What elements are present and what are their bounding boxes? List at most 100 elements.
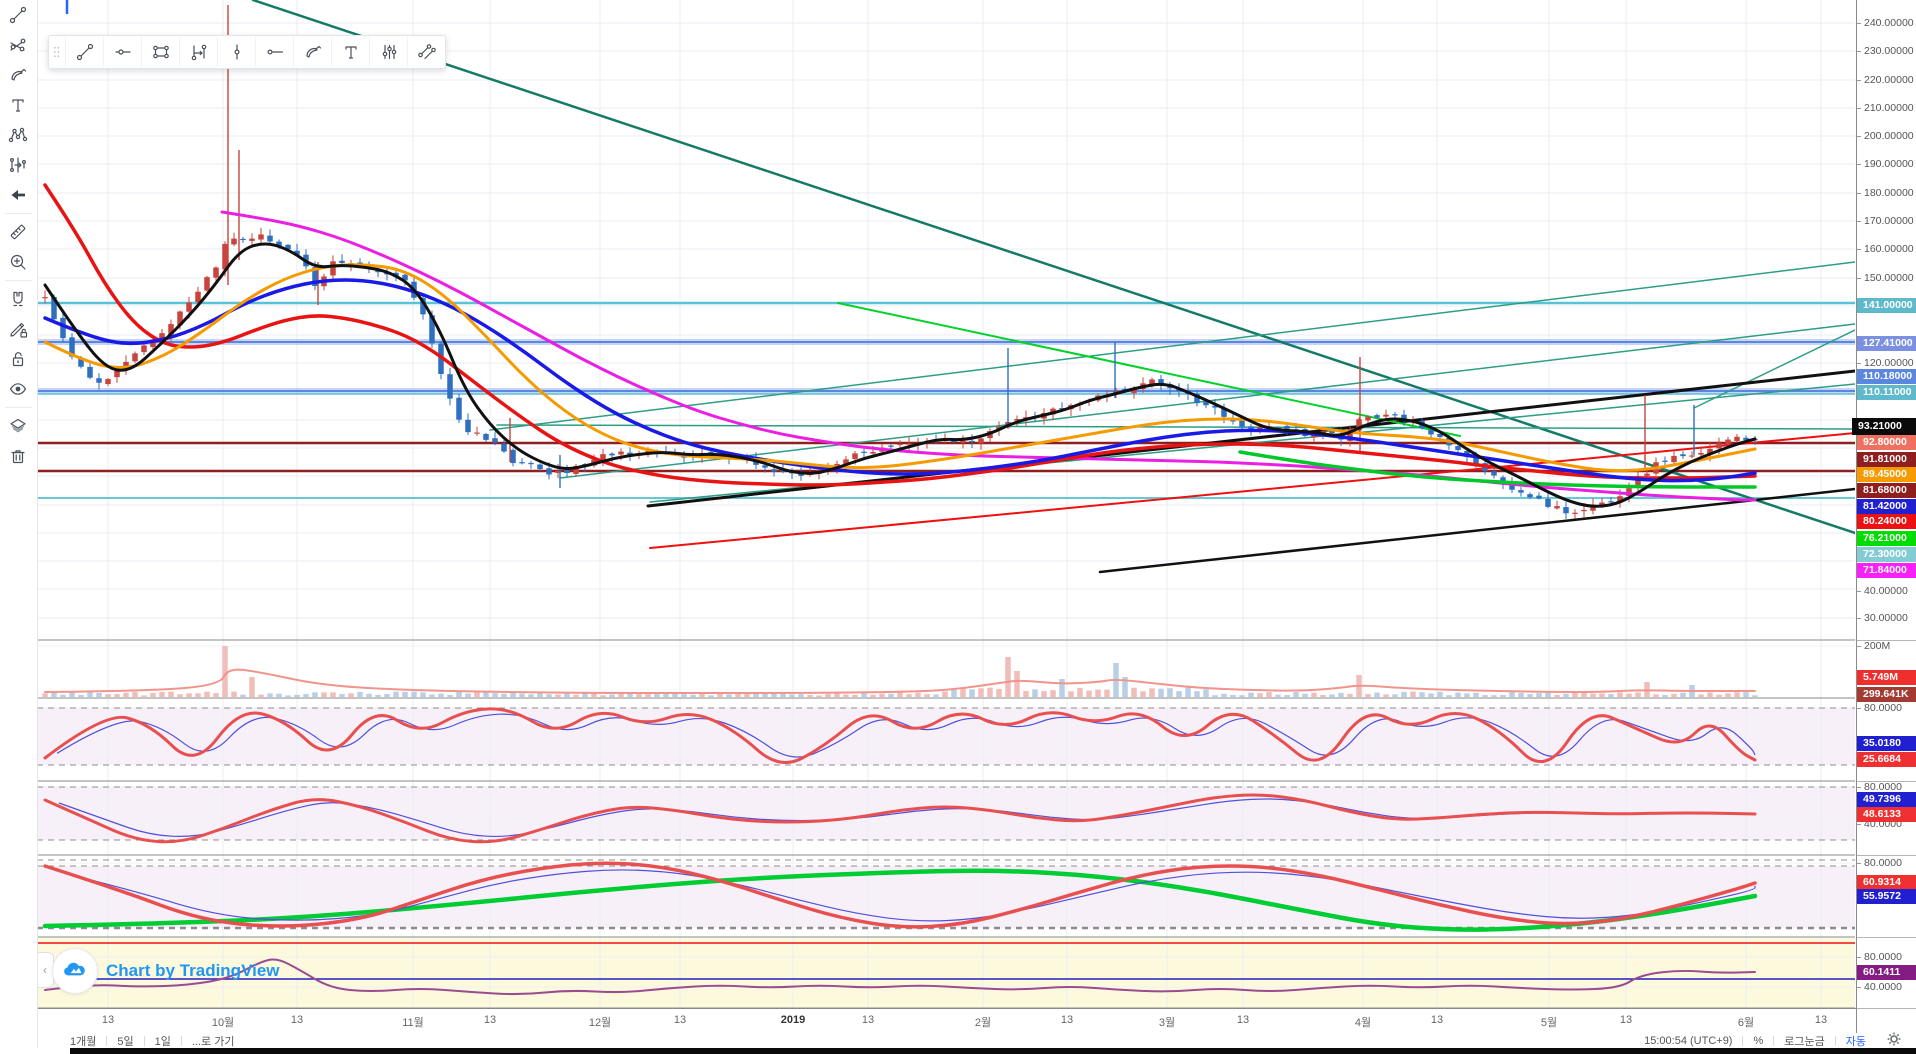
vertical-line-icon[interactable] (218, 37, 256, 67)
price-tick: 200M (1857, 639, 1916, 653)
price-tick: 170.00000 (1857, 214, 1916, 228)
toolbar-divider (5, 213, 32, 214)
time-label: 3월 (1158, 1017, 1176, 1029)
edit-lock-icon[interactable] (0, 314, 36, 344)
price-label: 72.30000 (1857, 546, 1916, 562)
price-tick: 80.0000 (1857, 780, 1916, 794)
ruler-icon[interactable] (0, 217, 36, 247)
zoom-in-icon[interactable] (0, 247, 36, 277)
status-bar: 1개월 5일 1일 ...로 가기 15:00:54 (UTC+9) % 로그눈금 자… (0, 1031, 1916, 1050)
rectangle-icon[interactable] (142, 37, 180, 67)
price-tick: 40.0000 (1857, 980, 1916, 994)
parallel-channel-icon[interactable] (408, 37, 445, 67)
separator (180, 1035, 182, 1046)
scale-controls: 15:00:54 (UTC+9) % 로그눈금 자동 (1634, 1031, 1912, 1050)
log-scale-button[interactable]: 로그눈금 (1784, 1035, 1825, 1048)
toolbar-divider (5, 407, 32, 408)
price-label: 81.68000 (1857, 482, 1916, 498)
time-label: 4월 (1354, 1017, 1372, 1029)
price-label: 76.21000 (1857, 530, 1916, 546)
range-button-3[interactable]: ...로 가기 (191, 1035, 235, 1048)
price-label: 49.7396 (1857, 791, 1916, 807)
price-axis[interactable]: 240.00000 230.00000 220.00000 210.00000 200.… (1852, 0, 1916, 1035)
price-label: 89.45000 (1857, 466, 1916, 482)
range-button-1[interactable]: 5일 (117, 1035, 134, 1048)
price-tick: 150.00000 (1857, 271, 1916, 285)
price-tick: 30.00000 (1857, 611, 1916, 625)
price-tick: 210.00000 (1857, 101, 1916, 115)
back-arrow-icon[interactable] (0, 180, 36, 210)
tradingview-logo[interactable]: Chart by TradingView (52, 948, 280, 994)
time-axis[interactable]: 13 10월 13 11월 13 12월 13 2019 13 2월 13 3월 13 4월 13 5월 13 6… (37, 1008, 1856, 1034)
range-button-0[interactable]: 1개월 (70, 1035, 97, 1048)
horizontal-line-icon[interactable] (104, 37, 142, 67)
price-tick: 230.00000 (1857, 44, 1916, 58)
time-label: 11월 (402, 1017, 424, 1029)
time-label: 13 (1619, 1014, 1633, 1026)
time-label: 13 (673, 1014, 687, 1026)
eye-icon[interactable] (0, 374, 36, 404)
price-tick: 80.0000 (1857, 950, 1916, 964)
text-icon[interactable] (332, 37, 370, 67)
trend-line-icon[interactable] (0, 0, 36, 30)
auto-scale-button[interactable]: 자동 (1845, 1035, 1866, 1048)
bottom-black-strip (70, 1048, 1916, 1054)
teal-flat (496, 424, 1855, 430)
price-label: 91.81000 (1857, 451, 1916, 467)
time-label: 6월 (1737, 1017, 1755, 1029)
price-label: 48.6133 (1857, 806, 1916, 822)
chart-panels (37, 0, 1855, 1009)
percent-scale-button[interactable]: % (1753, 1034, 1764, 1047)
sliders-icon[interactable] (370, 37, 408, 67)
magnet-icon[interactable] (0, 284, 36, 314)
xabcd-pattern-icon[interactable] (0, 120, 36, 150)
price-label: 71.84000 (1857, 562, 1916, 578)
drag-handle-icon[interactable] (49, 37, 66, 67)
time-label: 13 (483, 1014, 497, 1026)
separator (143, 1035, 145, 1046)
time-label: 13 (101, 1014, 115, 1026)
price-tick: 120.00000 (1857, 356, 1916, 370)
green-desc (837, 302, 1461, 437)
lock-icon[interactable] (0, 344, 36, 374)
brush-icon[interactable] (294, 37, 332, 67)
separator (1834, 1035, 1836, 1046)
trend-line-icon[interactable] (66, 37, 104, 67)
panel-border (1857, 640, 1916, 641)
settings-gear-icon[interactable] (1876, 1031, 1912, 1050)
price-label: 5.749M (1857, 669, 1916, 685)
ma-blue (43, 278, 1757, 483)
teal-asc-a (489, 261, 1855, 431)
black-channel-bottom (1098, 487, 1855, 574)
price-label: 110.18000 (1857, 368, 1916, 384)
red-support (649, 432, 1855, 549)
time-label: 13 (1430, 1014, 1444, 1026)
forecast-icon[interactable] (0, 150, 36, 180)
time-label: 10월 (211, 1017, 235, 1029)
range-button-2[interactable]: 1일 (154, 1035, 171, 1048)
time-label: 13 (1236, 1014, 1250, 1026)
logo-text: Chart by TradingView (106, 961, 280, 980)
separator (106, 1035, 108, 1046)
text-icon[interactable] (0, 90, 36, 120)
time-label: 2월 (974, 1017, 992, 1029)
time-label: 13 (290, 1014, 304, 1026)
ma-red (43, 183, 1757, 487)
brush-icon[interactable] (0, 60, 36, 90)
ray-icon[interactable] (256, 37, 294, 67)
panel-border (1857, 855, 1916, 856)
date-range-icon[interactable] (180, 37, 218, 67)
price-label: 55.9572 (1857, 888, 1916, 904)
trash-icon[interactable] (0, 441, 36, 471)
price-label: 299.641K (1857, 686, 1916, 702)
price-label: 35.0180 (1857, 735, 1916, 751)
teal-desc (251, 0, 1855, 535)
volume-bars (42, 646, 1758, 697)
time-label: 12월 (588, 1017, 612, 1029)
layers-icon[interactable] (0, 411, 36, 441)
time-label: 13 (1814, 1014, 1828, 1026)
gann-tools-icon[interactable] (0, 30, 36, 60)
price-label: 141.00000 (1857, 297, 1916, 313)
